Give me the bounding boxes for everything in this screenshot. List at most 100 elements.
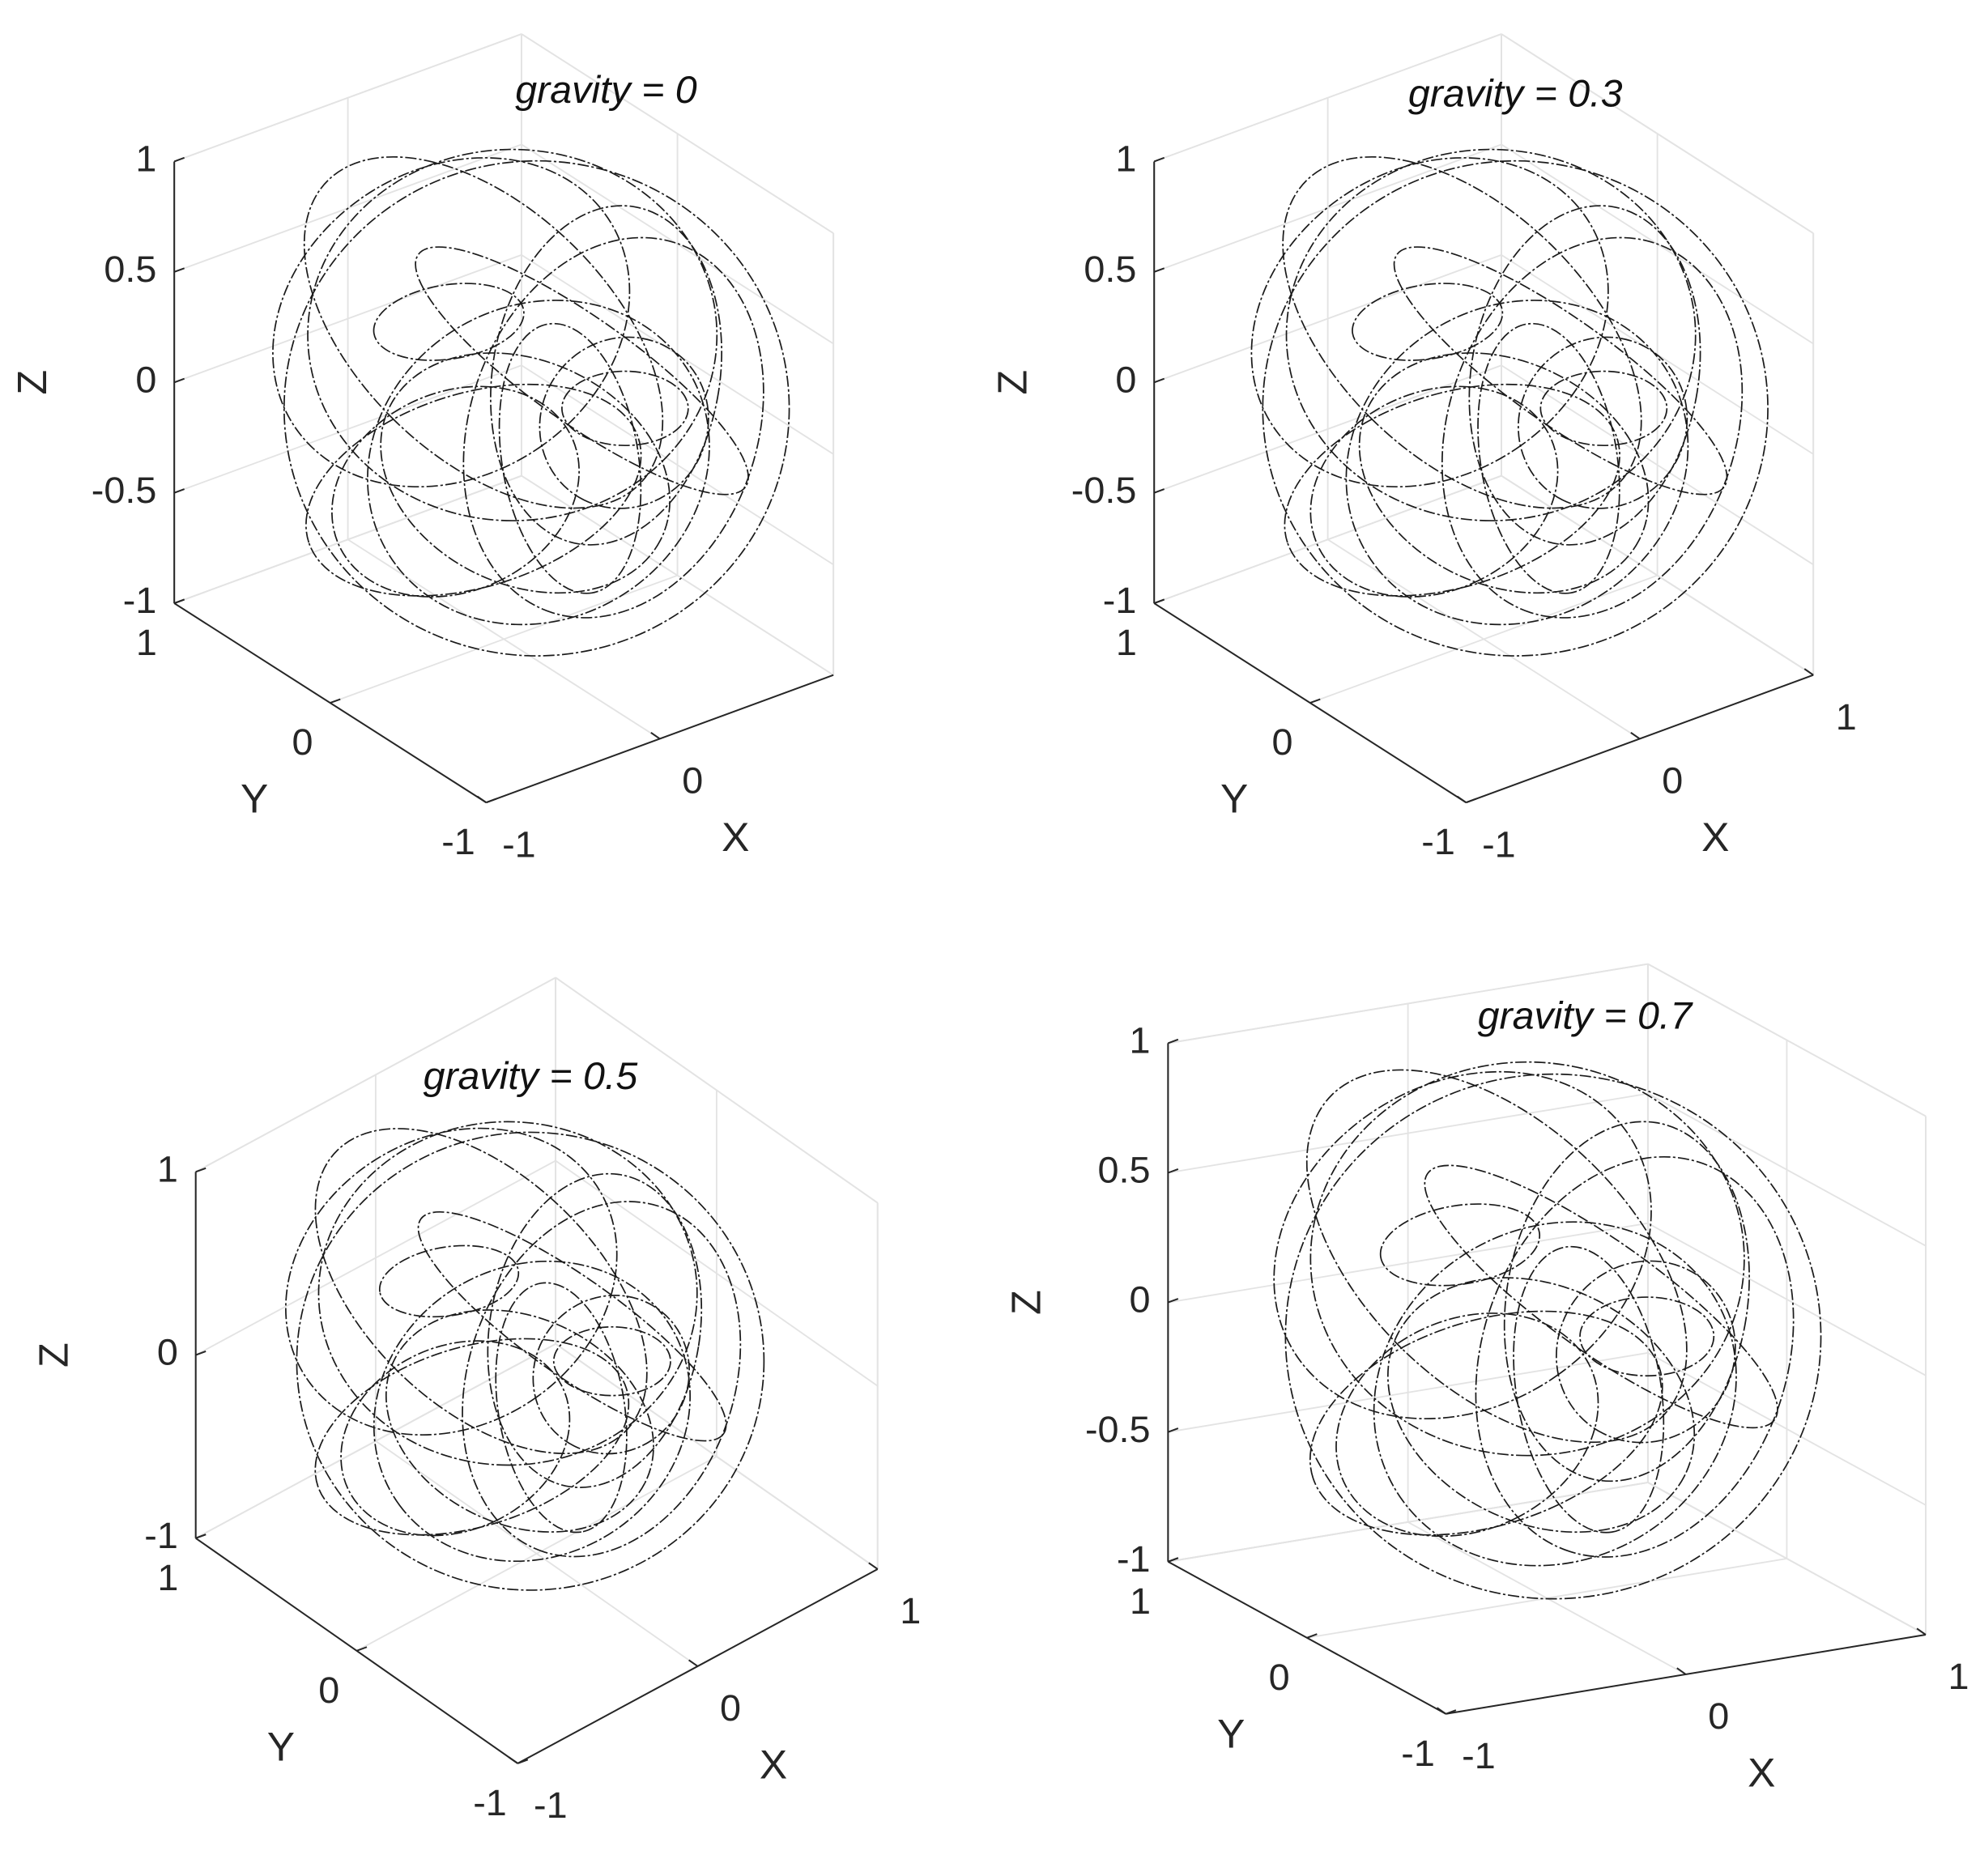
y-tick (330, 698, 341, 704)
y-tick-label: 0 (1271, 721, 1292, 763)
y-tick (1466, 798, 1477, 804)
y-tick (1446, 1709, 1457, 1715)
y-tick (1306, 1633, 1318, 1639)
z-tick (173, 377, 185, 384)
orbit-decoration (373, 283, 525, 361)
orbit-decoration (1539, 370, 1668, 447)
z-tick-label: 1 (1115, 138, 1136, 179)
orbit-decoration (1468, 205, 1701, 546)
z-tick (195, 1351, 207, 1356)
orbit-decoration (1424, 1164, 1778, 1429)
z-tick (195, 1167, 207, 1173)
orbit-decoration (1475, 1155, 1795, 1558)
orbit-decoration (1503, 1121, 1750, 1483)
sphere-decoration (1273, 1061, 1822, 1600)
z-tick (173, 267, 185, 273)
y-axis-label: Y (1220, 776, 1248, 821)
z-axis-label: Z (30, 1342, 77, 1368)
sphere-outline (1284, 1073, 1822, 1600)
orbit-decoration (1386, 1277, 1696, 1534)
z-tick (1153, 267, 1165, 273)
x-tick (1436, 1707, 1447, 1715)
orbit-decoration (1518, 336, 1688, 509)
x-tick (1676, 1667, 1687, 1675)
z-tick-label: 1 (157, 1148, 178, 1189)
y-tick (173, 598, 185, 605)
sphere-outline (283, 160, 790, 657)
orbit-decoration (380, 352, 671, 594)
orbit-decoration (1335, 1312, 1599, 1538)
x-tick (1916, 1627, 1927, 1636)
x-tick-label: -1 (534, 1784, 568, 1825)
orbit-decoration (367, 300, 710, 626)
orbit-decoration (1379, 1203, 1541, 1287)
x-axis-label: X (760, 1742, 787, 1787)
z-tick-label: -0.5 (92, 469, 157, 510)
y-tick (1309, 698, 1321, 704)
orbit-decoration (417, 1210, 727, 1442)
y-tick (517, 1759, 529, 1764)
x-tick-label: 1 (1948, 1656, 1969, 1697)
sphere-decoration (1250, 148, 1769, 657)
y-tick (1168, 1557, 1179, 1563)
orbit-decoration (285, 1127, 618, 1436)
y-tick (485, 798, 497, 804)
z-tick-label: -1 (144, 1514, 178, 1555)
grid-line (1153, 474, 1502, 604)
z-tick-label: -1 (1117, 1538, 1151, 1579)
x-axis-label: X (1748, 1750, 1775, 1795)
z-tick (1168, 1038, 1179, 1044)
orbit-decoration (1556, 1260, 1736, 1444)
x-tick (688, 1659, 699, 1667)
orbit-decoration (340, 1340, 571, 1537)
y-tick-label: 1 (157, 1556, 178, 1597)
z-tick-label: -0.5 (1085, 1408, 1151, 1449)
orbit-decoration (1345, 300, 1689, 626)
x-tick-label: 0 (720, 1687, 741, 1728)
x-tick (476, 795, 487, 803)
orbit-decoration (305, 383, 642, 597)
y-tick-label: 1 (136, 622, 157, 663)
x-axis-label: X (1701, 815, 1729, 860)
orbit-decoration (317, 1121, 698, 1466)
sphere-decoration (272, 148, 790, 657)
sphere-outline (296, 1131, 765, 1591)
y-tick-label: 1 (1116, 622, 1137, 663)
orbit-decoration (495, 1282, 628, 1534)
orbit-decoration (1284, 383, 1620, 597)
y-tick-label: 1 (1130, 1580, 1151, 1621)
orbit-decoration (303, 155, 664, 509)
z-tick-label: 0.5 (104, 248, 156, 289)
orbit-decoration (561, 370, 689, 447)
y-tick-label: -1 (441, 821, 475, 862)
orbit-decoration (539, 336, 709, 509)
sphere-decoration (285, 1121, 765, 1591)
y-tick-label: 0 (292, 721, 313, 763)
z-tick-label: 1 (135, 138, 156, 179)
chart-title: gravity = 0.7 (1478, 995, 1694, 1037)
orbit-decoration (1358, 352, 1650, 594)
x-tick (1803, 668, 1814, 676)
orbit-decoration (272, 157, 631, 488)
orbit-decoration (1285, 148, 1697, 521)
x-tick-label: -1 (502, 823, 536, 865)
x-tick-label: 0 (682, 759, 703, 801)
z-tick (173, 156, 185, 163)
orbit-decoration (1393, 246, 1728, 496)
x-tick (508, 1756, 518, 1764)
z-tick-label: -1 (1103, 580, 1137, 621)
orbit-decoration (378, 1244, 520, 1318)
y-tick (356, 1646, 368, 1652)
orbit-decoration (314, 1128, 648, 1455)
z-tick-label: 0.5 (1084, 248, 1136, 289)
z-tick-label: 1 (1130, 1019, 1151, 1061)
y-tick-label: 0 (318, 1669, 339, 1710)
orbit-decoration (373, 1260, 692, 1563)
orbit-decoration (1373, 1221, 1737, 1567)
orbit-decoration (1282, 155, 1642, 509)
z-tick (1153, 156, 1165, 163)
z-axis-label: Z (9, 370, 56, 395)
